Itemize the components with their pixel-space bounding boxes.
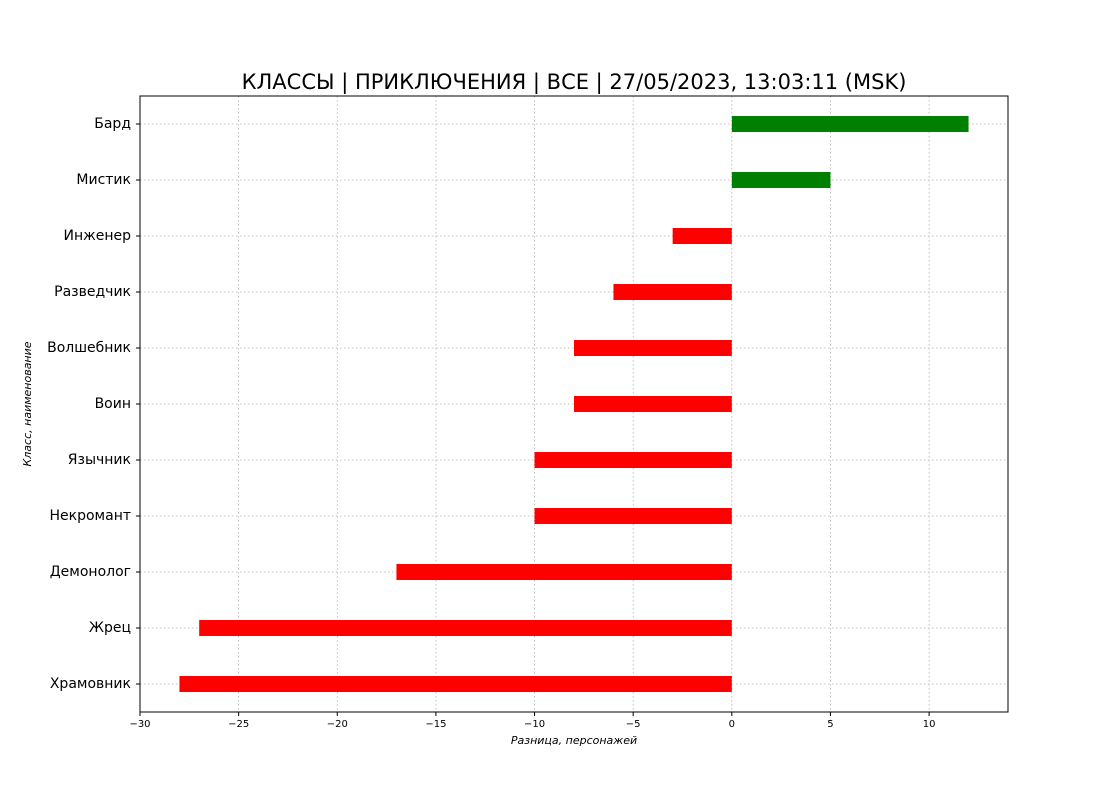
bar	[731, 172, 831, 188]
x-tick-label: −10	[524, 719, 545, 730]
y-axis-label: Класс, наименование	[21, 341, 34, 466]
x-tick-label: 10	[923, 719, 936, 730]
bar	[613, 284, 732, 300]
y-tick-label: Волшебник	[47, 340, 131, 356]
bar	[396, 564, 732, 580]
chart-title: КЛАССЫ | ПРИКЛЮЧЕНИЯ | ВСЕ | 27/05/2023,…	[242, 70, 907, 95]
x-tick-label: −30	[129, 719, 150, 730]
bar	[574, 340, 732, 356]
x-tick-label: 0	[729, 719, 735, 730]
bar	[179, 676, 732, 692]
bar	[574, 396, 732, 412]
bar	[672, 228, 732, 244]
x-tick-label: −25	[228, 719, 249, 730]
y-tick-label: Разведчик	[54, 284, 131, 300]
x-tick-label: 5	[827, 719, 833, 730]
bar	[731, 116, 969, 132]
y-tick-label: Мистик	[76, 172, 131, 188]
y-tick-label: Воин	[95, 396, 131, 412]
x-tick-label: −20	[327, 719, 348, 730]
x-tick-label: −5	[626, 719, 641, 730]
y-tick-label: Демонолог	[50, 564, 131, 580]
x-axis-label: Разница, персонажей	[511, 734, 637, 747]
y-tick-label: Храмовник	[50, 676, 131, 692]
bar	[199, 620, 732, 636]
y-tick-label: Язычник	[68, 452, 131, 468]
y-tick-label: Жрец	[89, 620, 131, 636]
y-tick-label: Бард	[94, 116, 131, 132]
bar	[534, 508, 732, 524]
x-tick-label: −15	[425, 719, 446, 730]
plot-frame	[139, 95, 1009, 713]
y-tick-label: Инженер	[63, 228, 131, 244]
bar	[534, 452, 732, 468]
y-tick-label: Некромант	[50, 508, 132, 524]
